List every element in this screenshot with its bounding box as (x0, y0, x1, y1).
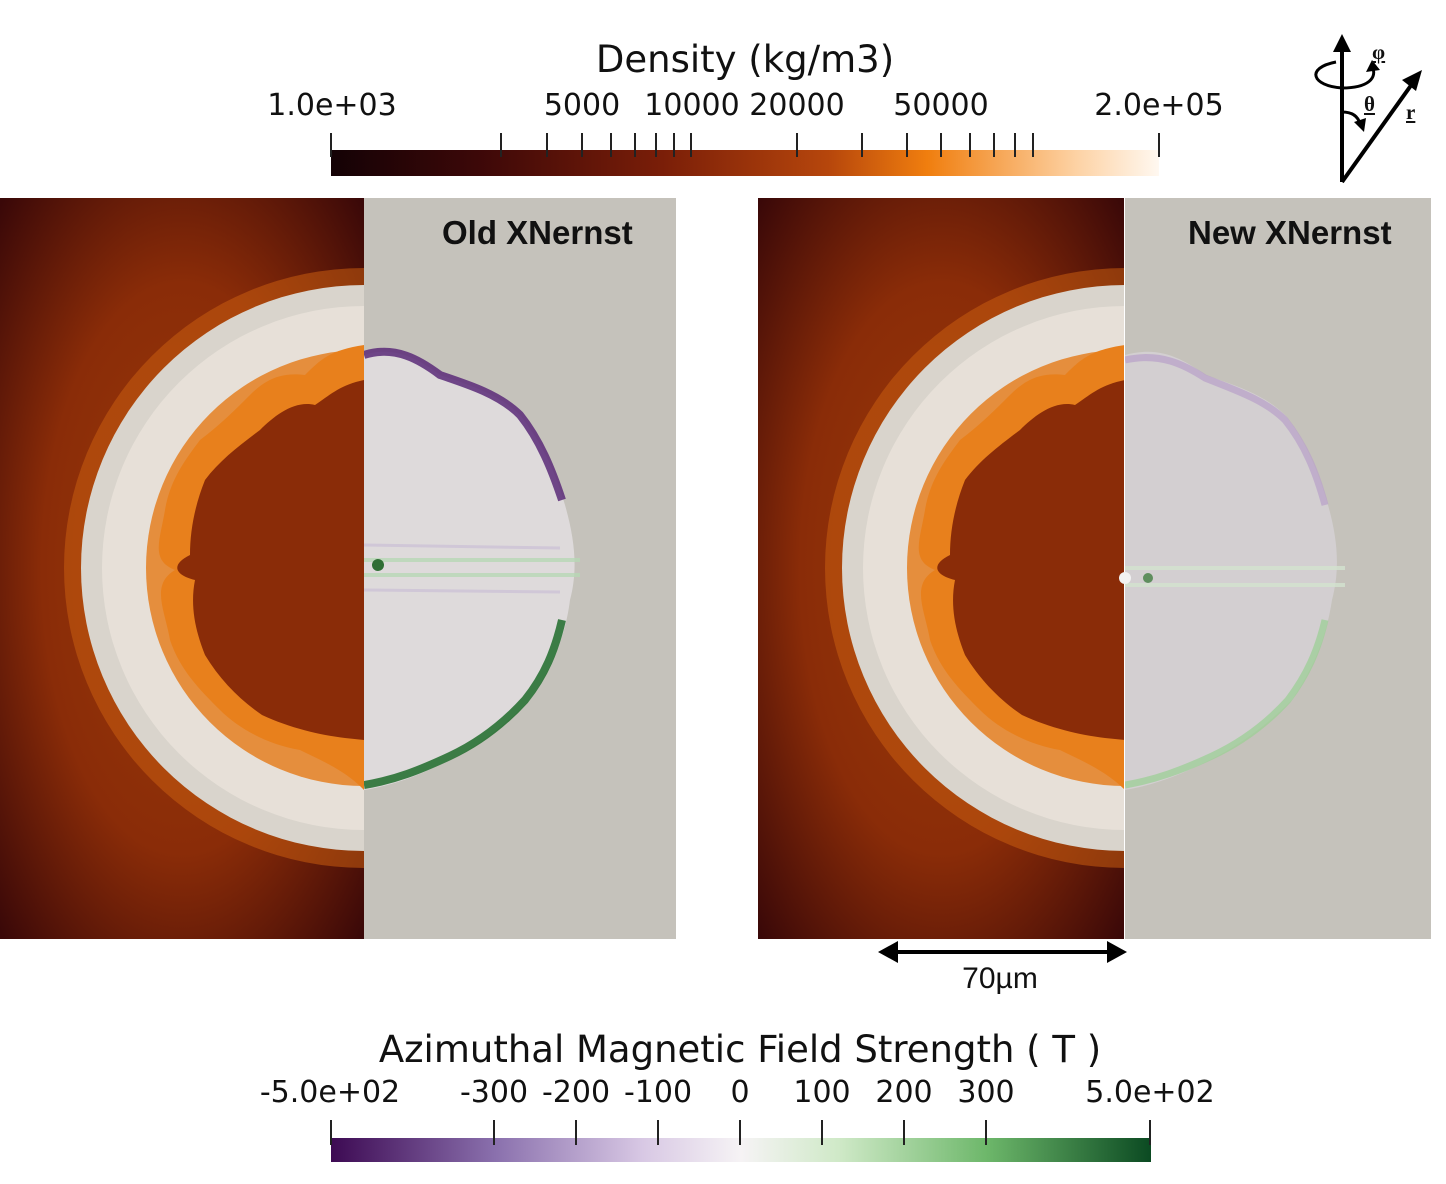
density-tick-label: 10000 (644, 88, 740, 123)
bfield-tick-label: 300 (957, 1075, 1015, 1110)
bfield-tick-label: 200 (875, 1075, 933, 1110)
density-tick-label: 50000 (893, 88, 989, 123)
bfield-tick-label: 5.0e+02 (1085, 1075, 1215, 1110)
axis-r-label: r (1406, 100, 1416, 124)
right-bfield-panel (1125, 198, 1431, 939)
bfield-tick-label: -5.0e+02 (259, 1075, 401, 1110)
bfield-tick-label: -100 (623, 1075, 693, 1110)
left-panel-label: Old XNernst (442, 214, 633, 251)
axis-theta-label: θ (1364, 92, 1375, 116)
left-density-panel (0, 198, 364, 939)
bfield-colorbar-ticks (330, 1120, 1151, 1145)
bfield-tick-label: -300 (459, 1075, 529, 1110)
density-tick-label: 5000 (543, 88, 621, 123)
axes-icon (1314, 34, 1422, 184)
density-tick-label: 20000 (749, 88, 845, 123)
bfield-colorbar-title: Azimuthal Magnetic Field Strength ( T ) (378, 1028, 1102, 1071)
density-colorbar-title: Density (kg/m3) (595, 38, 895, 81)
right-panel-label: New XNernst (1188, 214, 1392, 251)
scale-bar-label: 70µm (962, 962, 1038, 995)
bfield-tick-label: 100 (793, 1075, 851, 1110)
density-tick-label: 1.0e+03 (267, 88, 397, 123)
density-colorbar-ticks (330, 133, 1160, 157)
bfield-tick-label: -200 (541, 1075, 611, 1110)
scale-bar (878, 941, 1127, 963)
density-tick-label: 2.0e+05 (1094, 88, 1224, 123)
right-center-marker (1119, 572, 1131, 584)
left-bfield-panel (364, 198, 676, 939)
right-density-panel (758, 198, 1125, 939)
axis-phi-label: φ (1372, 40, 1386, 64)
density-colorbar (331, 150, 1159, 176)
bfield-tick-label: 0 (730, 1075, 750, 1110)
